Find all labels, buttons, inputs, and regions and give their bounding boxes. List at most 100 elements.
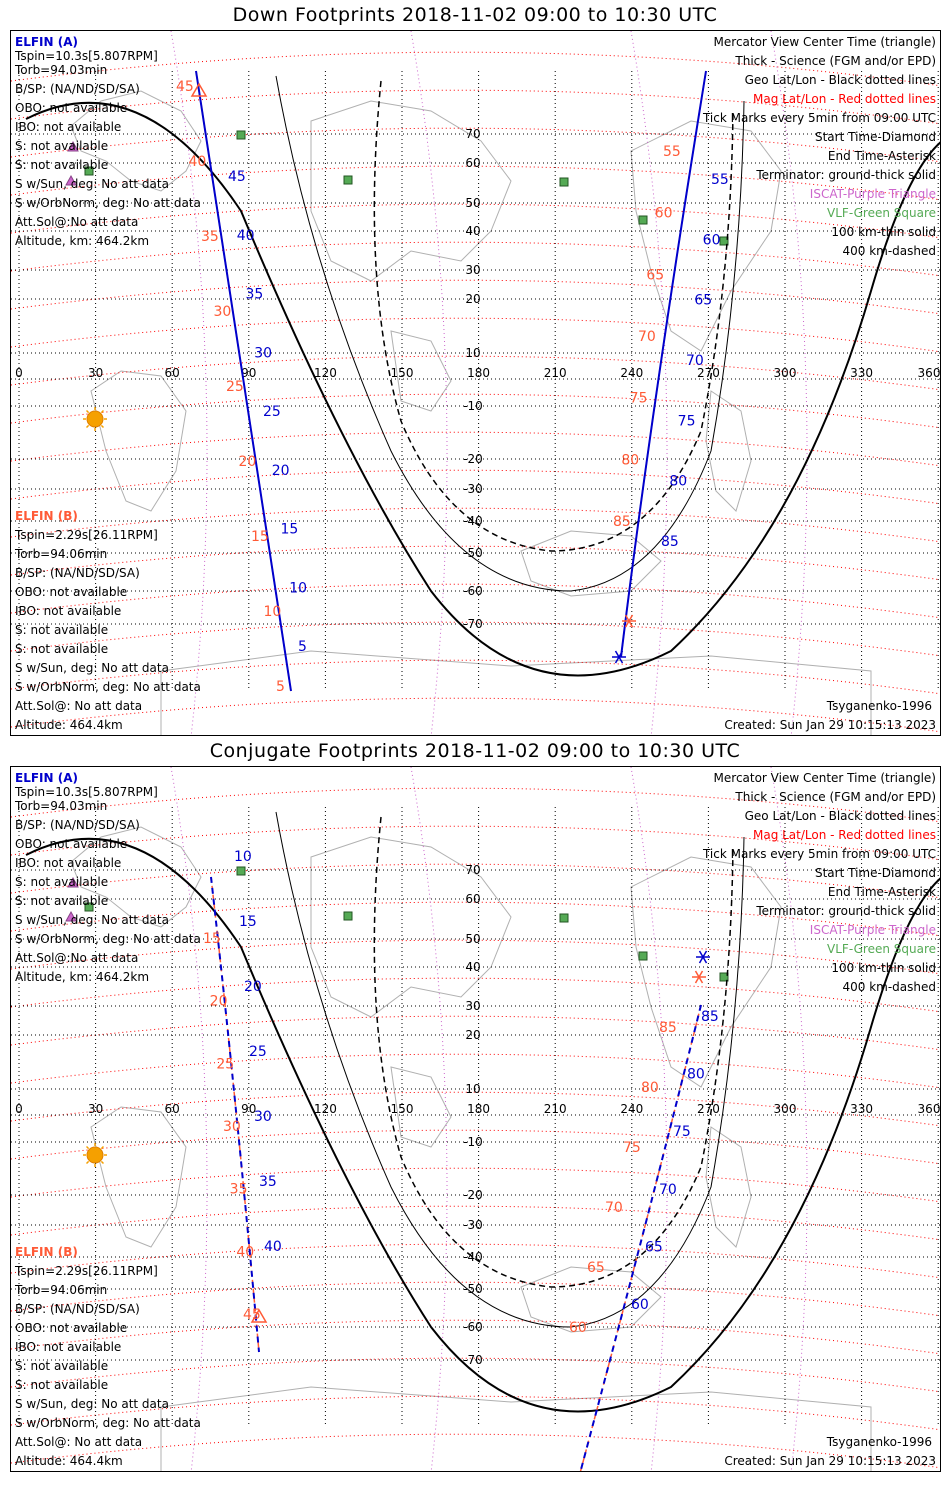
sat-b-line: S w/OrbNorm, deg: No att data (15, 680, 201, 694)
sun-icon (86, 1146, 104, 1164)
elfin-a-tick-label: 85 (701, 1009, 719, 1025)
mag-lon-line (770, 31, 808, 735)
sat-a-line: Altitude, km: 464.2km (15, 234, 150, 248)
elfin-b-tick-label: 55 (663, 144, 681, 160)
elfin-b-tick-label: 25 (216, 1056, 234, 1072)
coastline (630, 120, 782, 352)
elfin-a-tick-label: 10 (289, 580, 307, 596)
sun-ray (85, 1145, 90, 1150)
lon-tick-label: 270 (697, 1102, 720, 1116)
lon-tick-label: 90 (241, 366, 256, 380)
lat-tick-label: 60 (465, 156, 480, 170)
vlf-station-square (84, 902, 94, 912)
altitude-400km-line (373, 80, 734, 552)
sat-a-line: Torb=94.03min (15, 799, 108, 813)
lat-tick-label: -10 (463, 1135, 483, 1149)
sat-a-line: S: not available (15, 158, 109, 172)
sat-b-line: Tspin=2.29s[26.11RPM] (15, 1264, 158, 1278)
sat-b-name: ELFIN (B) (15, 1245, 78, 1259)
elfin-b-tick-label: 75 (623, 1140, 641, 1156)
sat-b-line: B/SP: (NA/ND/SD/SA) (15, 1302, 140, 1316)
end-time-asterisk (624, 614, 634, 628)
elfin-a-tick-label: 65 (645, 1239, 663, 1255)
lat-tick-label: -50 (463, 546, 483, 560)
elfin-b-tick-label: 20 (210, 994, 228, 1010)
mag-lon-line (630, 31, 668, 735)
lat-tick-label: 50 (465, 196, 480, 210)
mag-lon-line (630, 767, 668, 1471)
sat-a-line: OBO: not available (15, 101, 128, 115)
legend-item: Geo Lat/Lon - Black dotted lines (744, 809, 936, 823)
elfin-b-tick-label: 40 (189, 154, 207, 170)
end-time-asterisk (698, 950, 708, 964)
sat-a-line: IBO: not available (15, 856, 122, 870)
sat-a-name: ELFIN (A) (15, 771, 78, 785)
panel-title-conjugate: Conjugate Footprints 2018-11-02 09:00 to… (209, 740, 741, 762)
elfin-b-tick-label: 25 (226, 379, 244, 395)
elfin-b-tick-label: 60 (655, 206, 673, 222)
vlf-station-square (559, 177, 569, 187)
sat-a-line: B/SP: (NA/ND/SD/SA) (15, 818, 140, 832)
vlf-station-square (638, 951, 648, 961)
legend-item: Mercator View Center Time (triangle) (713, 771, 936, 785)
elfin-a-tick-label: 60 (703, 232, 721, 248)
sat-a-line: Altitude, km: 464.2km (15, 970, 150, 984)
coastline (390, 1066, 452, 1148)
sat-b-line: Tspin=2.29s[26.11RPM] (15, 528, 158, 542)
elfin-b-tick-label: 15 (251, 529, 269, 545)
vlf-station-square (84, 166, 94, 176)
view-center-triangle (190, 82, 208, 97)
sun-ray (100, 1160, 105, 1165)
elfin-b-tick-label: 5 (276, 679, 285, 695)
sat-b-line: S w/OrbNorm, deg: No att data (15, 1416, 201, 1430)
lat-tick-label: -70 (463, 1353, 483, 1367)
coastline (90, 370, 187, 512)
legend-item: Mag Lat/Lon - Red dotted lines (752, 828, 936, 842)
sat-b-line: IBO: not available (15, 1340, 122, 1354)
sat-b-info: ELFIN (B) Tspin=2.29s[26.11RPM] Torb=94.… (15, 509, 201, 732)
lon-tick-label: 120 (314, 1102, 337, 1116)
sat-a-info: ELFIN (A) Tspin=10.3s[5.807RPM] Torb=94.… (15, 35, 201, 248)
elfin-b-tick-label: 65 (587, 1260, 605, 1276)
elfin-b-tick-label: 15 (203, 931, 221, 947)
sat-a-line: Att.Sol@:No att data (15, 215, 139, 229)
vlf-station-square (343, 911, 353, 921)
mag-lon-line (170, 31, 208, 735)
legend-item: 100 km-thin solid (831, 225, 936, 239)
legend-item: Thick - Science (FGM and/or EPD) (735, 790, 936, 804)
coastline (160, 650, 872, 735)
coastline (705, 1126, 752, 1248)
sat-b-line: S w/Sun, deg: No att data (15, 661, 169, 675)
elfin-a-track (620, 70, 707, 658)
sat-b-line: S w/Sun, deg: No att data (15, 1397, 169, 1411)
legend-item: Geo Lat/Lon - Black dotted lines (744, 73, 936, 87)
conjugate-footprints-map: 0 30 60 90 120 150 180 210 240 270 300 330 360 70 60 50… (10, 766, 941, 1472)
lon-tick-label: 330 (850, 1102, 873, 1116)
sat-a-line: Tspin=10.3s[5.807RPM] (15, 49, 158, 63)
vlf-station-square (559, 913, 569, 923)
altitude-100km-line (275, 75, 745, 592)
sat-b-name: ELFIN (B) (15, 509, 78, 523)
sun-ray (100, 424, 105, 429)
terminator-line (25, 101, 940, 677)
terminator-line (25, 837, 940, 1413)
map-graphics: 0 30 60 90 120 150 180 210 240 270 300 330 360 70 60 50… (11, 31, 940, 735)
elfin-a-tick-label: 60 (631, 1297, 649, 1313)
lat-tick-label: 70 (465, 863, 480, 877)
elfin-a-track (579, 1004, 702, 1471)
lon-tick-label: 180 (467, 366, 490, 380)
lat-tick-label: -10 (463, 399, 483, 413)
sat-a-line: S: not available (15, 875, 109, 889)
sat-b-line: S: not available (15, 1359, 109, 1373)
lon-tick-label: 300 (774, 366, 797, 380)
sat-a-info: ELFIN (A) Tspin=10.3s[5.807RPM] Torb=94.… (15, 771, 201, 984)
elfin-a-tick-label: 15 (239, 914, 257, 930)
iscat-station-triangle (67, 140, 79, 152)
iscat-station-triangle (67, 876, 79, 888)
legend-item: Terminator: ground-thick solid (756, 168, 936, 182)
lon-tick-label: 180 (467, 1102, 490, 1116)
sat-b-line: IBO: not available (15, 604, 122, 618)
sat-a-line: S: not available (15, 894, 109, 908)
lat-tick-label: 10 (465, 346, 480, 360)
map-legend: Mercator View Center Time (triangle) Thi… (703, 771, 936, 994)
